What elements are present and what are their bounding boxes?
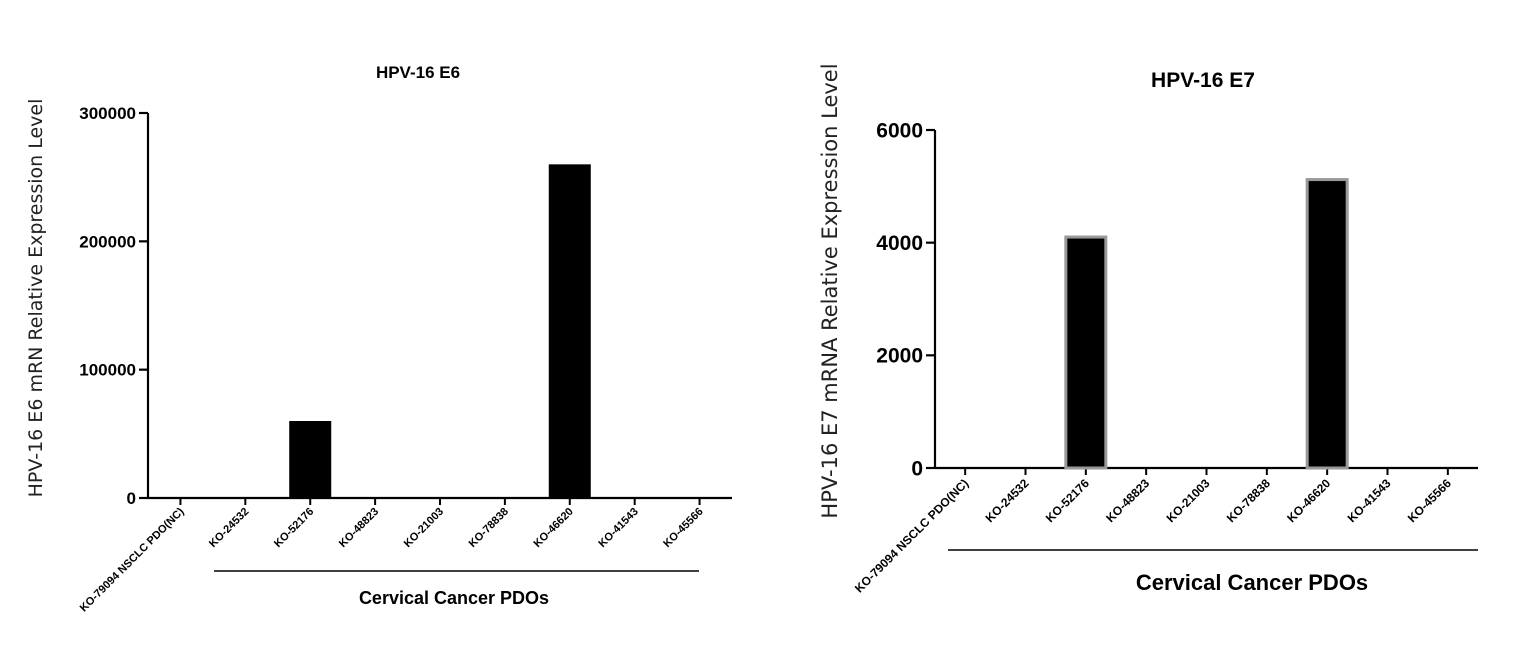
category-label: KO-45566 xyxy=(661,506,705,550)
group-label: Cervical Cancer PDOs xyxy=(1136,570,1368,595)
category-label: KO-41543 xyxy=(1345,476,1394,525)
category-label: KO-24532 xyxy=(983,476,1032,525)
y-tick-label: 100000 xyxy=(79,361,136,380)
chart-title: HPV-16 E6 xyxy=(376,63,460,82)
y-axis-label: HPV-16 E7 mRNA Relative Expression Level xyxy=(818,63,842,518)
category-label: KO-48823 xyxy=(1103,476,1152,525)
y-tick-label: 300000 xyxy=(79,104,136,123)
bar-ko-46620 xyxy=(1305,178,1349,470)
category-label: KO-21003 xyxy=(1164,476,1213,525)
category-label: KO-52176 xyxy=(272,506,316,550)
category-label: KO-52176 xyxy=(1043,476,1092,525)
bar-ko-52176 xyxy=(289,421,332,498)
category-label: KO-78838 xyxy=(1224,476,1273,525)
category-label: KO-78838 xyxy=(467,506,511,550)
category-label: KO-45566 xyxy=(1405,476,1454,525)
category-label: KO-79094 NSCLC PDO(NC) xyxy=(78,505,187,614)
y-tick-label: 6000 xyxy=(876,119,923,142)
y-tick-label: 0 xyxy=(127,489,136,508)
y-tick-label: 2000 xyxy=(876,345,923,368)
category-label: KO-48823 xyxy=(337,506,381,550)
category-label: KO-46620 xyxy=(532,506,576,550)
y-tick-label: 200000 xyxy=(79,232,136,251)
bar-ko-52176 xyxy=(1064,235,1108,470)
category-label: KO-21003 xyxy=(402,506,446,550)
category-label: KO-41543 xyxy=(596,506,640,550)
chart-title: HPV-16 E7 xyxy=(1151,69,1255,92)
category-label: KO-79094 NSCLC PDO(NC) xyxy=(852,476,971,595)
category-label: KO-46620 xyxy=(1284,476,1333,525)
bar-ko-46620 xyxy=(548,164,591,499)
group-label: Cervical Cancer PDOs xyxy=(359,588,549,608)
category-label: KO-24532 xyxy=(207,506,251,550)
y-tick-label: 0 xyxy=(911,457,923,480)
y-axis-label: HPV-16 E6 mRN Relative Expression Level xyxy=(25,99,47,498)
y-tick-label: 4000 xyxy=(876,232,923,255)
chart-panel-2: HPV-16 E7 HPV-16 E7 mRNA Relative Express… xyxy=(818,63,1478,596)
chart-panel-1: HPV-16 E6 HPV-16 E6 mRN Relative Expressi… xyxy=(25,63,732,614)
